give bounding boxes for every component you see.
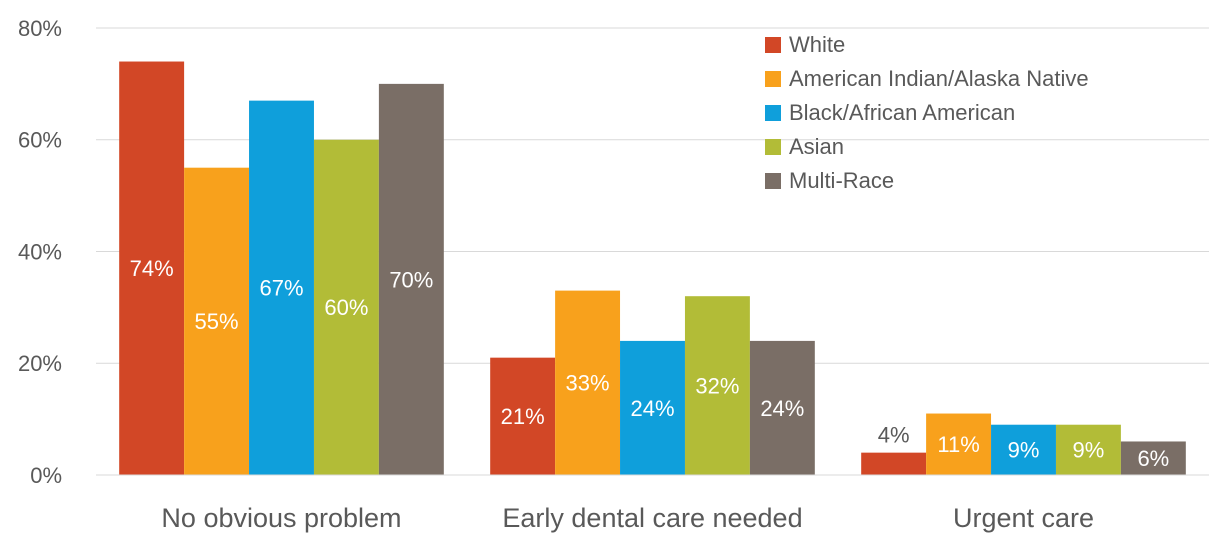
data-label: 9%: [1008, 438, 1040, 463]
x-tick-label: Urgent care: [953, 503, 1094, 533]
data-label: 32%: [695, 373, 739, 398]
y-tick-label: 80%: [18, 16, 62, 41]
bar: [991, 424, 1056, 475]
data-label: 67%: [259, 276, 303, 301]
bar: [249, 100, 314, 475]
data-label: 70%: [389, 267, 433, 292]
bar: [313, 139, 379, 475]
legend-label: American Indian/Alaska Native: [789, 66, 1089, 91]
bar: [490, 357, 556, 475]
legend-label: Black/African American: [789, 100, 1015, 125]
legend-swatch: [765, 173, 781, 189]
bar: [184, 167, 250, 475]
data-label: 24%: [760, 396, 804, 421]
legend-swatch: [765, 105, 781, 121]
data-label: 60%: [324, 295, 368, 320]
bar: [555, 290, 621, 475]
bar: [119, 61, 185, 476]
bar: [926, 413, 992, 475]
data-label: 21%: [501, 404, 545, 429]
legend-label: White: [789, 32, 845, 57]
data-label: 9%: [1073, 438, 1105, 463]
bar: [620, 340, 685, 475]
data-label: 4%: [878, 422, 910, 447]
data-label: 6%: [1137, 446, 1169, 471]
y-tick-label: 20%: [18, 351, 62, 376]
y-tick-label: 40%: [18, 239, 62, 264]
data-label: 24%: [630, 396, 674, 421]
data-label: 11%: [937, 432, 979, 457]
legend-swatch: [765, 71, 781, 87]
legend-swatch: [765, 139, 781, 155]
bar: [378, 83, 444, 475]
x-tick-label: Early dental care needed: [502, 503, 802, 533]
bar: [684, 296, 750, 475]
legend-label: Multi-Race: [789, 168, 894, 193]
bar: [1055, 424, 1121, 475]
data-label: 33%: [566, 371, 610, 396]
data-label: 55%: [195, 309, 239, 334]
bar: [749, 340, 815, 475]
legend-label: Asian: [789, 134, 844, 159]
data-label: 74%: [130, 256, 174, 281]
y-tick-label: 0%: [30, 463, 62, 488]
bar: [861, 452, 927, 475]
legend-swatch: [765, 37, 781, 53]
y-tick-label: 60%: [18, 128, 62, 153]
bar: [1120, 441, 1186, 475]
x-tick-label: No obvious problem: [161, 503, 401, 533]
